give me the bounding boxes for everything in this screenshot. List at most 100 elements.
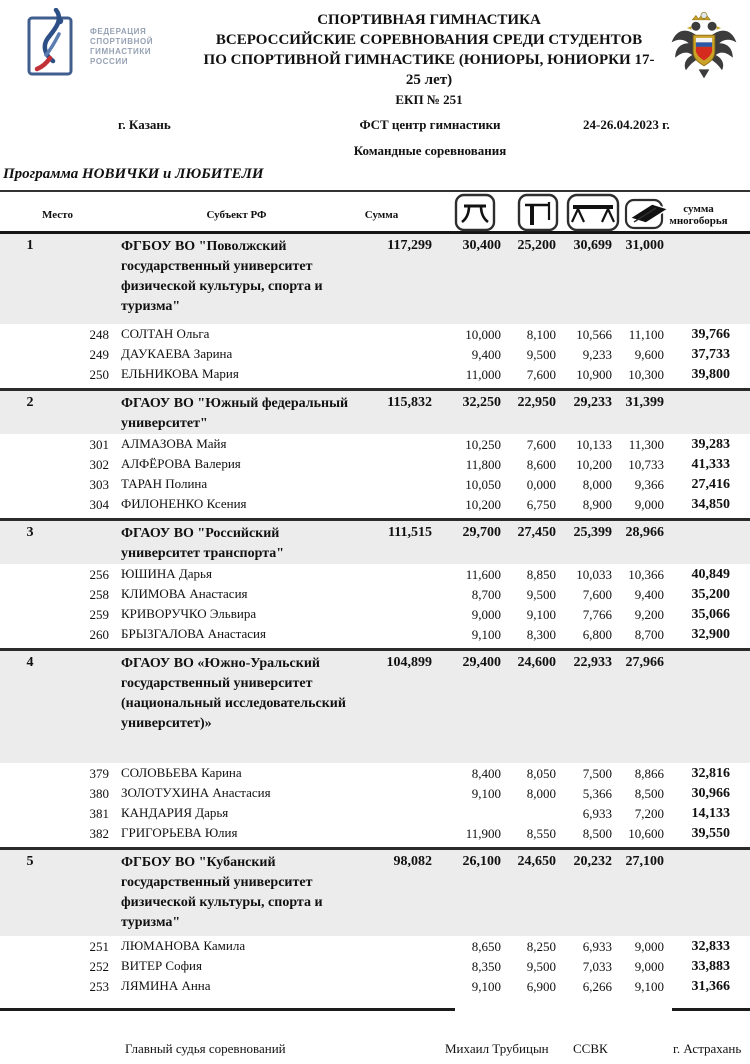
competition-titles: СПОРТИВНАЯ ГИМНАСТИКА ВСЕРОССИЙСКИЕ СОРЕ…: [200, 8, 658, 109]
athlete-score-vault: 11,000: [465, 367, 501, 382]
team-sum: 111,515: [388, 525, 432, 540]
athlete-number: 302: [89, 457, 110, 472]
competition-dates: 24-26.04.2023 г.: [583, 117, 670, 132]
team-score-bars: 22,950: [517, 395, 557, 410]
athlete-all-around-total: 32,833: [691, 939, 731, 954]
athlete-name: КРИВОРУЧКО Эльвира: [121, 606, 257, 621]
venue: ФСТ центр гимнастики: [359, 117, 501, 132]
athlete-name: ДАУКАЕВА Зарина: [121, 346, 233, 361]
athlete-number: 249: [89, 347, 110, 362]
team-block: 5 ФГБОУ ВО "Кубанский государственный ун…: [0, 847, 750, 1008]
athlete-all-around-total: 39,550: [691, 826, 731, 841]
athlete-row: 253 ЛЯМИНА Анна 9,100 6,900 6,266 9,100 …: [0, 976, 750, 996]
team-header-row: 3 ФГАОУ ВО "Российский университет транс…: [0, 521, 750, 564]
official-name: Михаил Трубицын: [445, 1041, 549, 1056]
athlete-all-around-total: 33,883: [691, 959, 731, 974]
athlete-score-beam: 8,900: [582, 497, 612, 512]
team-score-vault: 29,400: [462, 655, 502, 670]
gymnastics-federation-icon: [26, 7, 82, 85]
athlete-name: КЛИМОВА Анастасия: [121, 586, 248, 601]
athlete-score-beam: 7,766: [582, 607, 612, 622]
athlete-all-around-total: 41,333: [691, 457, 731, 472]
athlete-score-bars: 0,000: [526, 477, 556, 492]
col-header-all-around: сумма многоборья: [669, 202, 728, 227]
athlete-row: 381 КАНДАРИЯ Дарья 6,933 7,200 14,133: [0, 803, 750, 823]
athlete-score-vault: [433, 812, 503, 814]
athlete-all-around-total: 37,733: [691, 347, 731, 362]
col-header-balance-beam: [558, 192, 620, 237]
col-header-place: Место: [42, 208, 73, 221]
athlete-score-vault: 9,400: [471, 347, 501, 362]
athlete-score-beam: 7,500: [582, 766, 612, 781]
competition-title: ВСЕРОССИЙСКИЕ СОРЕВНОВАНИЯ СРЕДИ СТУДЕНТ…: [215, 32, 643, 48]
athlete-number: 258: [89, 587, 110, 602]
athlete-score-vault: 10,000: [465, 327, 501, 342]
team-place: 1: [26, 238, 34, 253]
athlete-score-vault: 9,000: [471, 607, 501, 622]
table-bottom-border: [0, 1008, 750, 1011]
athlete-score-beam: 10,033: [576, 567, 612, 582]
team-score-beam: 22,933: [573, 655, 613, 670]
federation-logo: ФЕДЕРАЦИЯ СПОРТИВНОЙ ГИМНАСТИКИ РОССИИ: [0, 7, 200, 85]
athlete-score-floor: 9,000: [634, 939, 664, 954]
team-score-floor: 27,966: [625, 655, 665, 670]
team-sum: 115,832: [387, 395, 432, 410]
athlete-all-around-total: 31,366: [691, 979, 731, 994]
athlete-score-vault: 8,650: [471, 939, 501, 954]
athlete-score-floor: 8,500: [634, 786, 664, 801]
official-category: ССВК: [573, 1041, 608, 1056]
athlete-all-around-total: 35,066: [691, 607, 731, 622]
athlete-score-beam: 6,933: [582, 939, 612, 954]
floor-icon: [608, 192, 672, 237]
ministry-emblem: [658, 8, 750, 87]
athlete-all-around-total: 35,200: [691, 587, 731, 602]
athlete-name: АЛФЁРОВА Валерия: [121, 456, 241, 471]
team-score-vault: 32,250: [462, 395, 502, 410]
team-block: 2 ФГАОУ ВО "Южный федеральный университе…: [0, 388, 750, 518]
team-place: 4: [26, 655, 34, 670]
athlete-score-beam: 6,266: [582, 979, 612, 994]
table-header-row: Место Субъект РФ Сумма: [0, 190, 750, 234]
athlete-score-bars: 6,750: [526, 497, 556, 512]
athlete-name: СОЛОВЬЕВА Карина: [121, 765, 242, 780]
athlete-name: ЗОЛОТУХИНА Анастасия: [121, 785, 271, 800]
athlete-score-vault: 11,600: [465, 567, 501, 582]
athlete-number: 252: [89, 959, 110, 974]
athlete-score-bars: 9,500: [526, 959, 556, 974]
athlete-score-vault: 11,800: [465, 457, 501, 472]
event-type: Командные соревнования: [353, 143, 507, 158]
athlete-score-vault: 8,400: [471, 766, 501, 781]
athlete-row: 303 ТАРАН Полина 10,050 0,000 8,000 9,36…: [0, 474, 750, 494]
athlete-score-floor: 9,400: [634, 587, 664, 602]
athlete-score-bars: 7,600: [526, 437, 556, 452]
athlete-score-floor: 9,200: [634, 607, 664, 622]
vault-icon: [440, 192, 496, 237]
athlete-score-bars: 8,100: [526, 327, 556, 342]
athlete-score-beam: 6,933: [582, 806, 612, 821]
athlete-score-floor: 10,600: [628, 826, 664, 841]
team-name: ФГБОУ ВО "Поволжский государственный уни…: [121, 239, 323, 314]
athlete-all-around-total: 39,800: [691, 367, 731, 382]
athlete-score-beam: 10,900: [576, 367, 612, 382]
host-city: г. Казань: [118, 117, 171, 132]
athlete-all-around-total: 14,133: [691, 806, 731, 821]
competition-info-line: г. Казань ФСТ центр гимнастики 24-26.04.…: [0, 117, 750, 135]
athlete-score-beam: 9,233: [582, 347, 612, 362]
balance-beam-icon: [552, 192, 620, 237]
athlete-score-bars: 7,600: [526, 367, 556, 382]
team-score-bars: 24,600: [517, 655, 557, 670]
athlete-name: ЮШИНА Дарья: [121, 566, 212, 581]
athlete-number: 251: [89, 939, 110, 954]
team-name: ФГАОУ ВО "Южный федеральный университет": [121, 396, 349, 431]
team-place: 2: [26, 395, 34, 410]
ekp-number: ЕКП № 251: [395, 92, 463, 107]
athlete-score-bars: 8,250: [526, 939, 556, 954]
athlete-number: 256: [89, 567, 110, 582]
athlete-score-vault: 11,900: [465, 826, 501, 841]
athlete-score-floor: 11,100: [628, 327, 664, 342]
athlete-score-vault: 8,700: [471, 587, 501, 602]
team-header-row: 1 ФГБОУ ВО "Поволжский государственный у…: [0, 234, 750, 324]
sport-title: СПОРТИВНАЯ ГИМНАСТИКА: [317, 12, 541, 28]
federation-logo-text: ФЕДЕРАЦИЯ СПОРТИВНОЙ ГИМНАСТИКИ РОССИИ: [90, 26, 154, 66]
athlete-name: ВИТЕР София: [121, 958, 202, 973]
